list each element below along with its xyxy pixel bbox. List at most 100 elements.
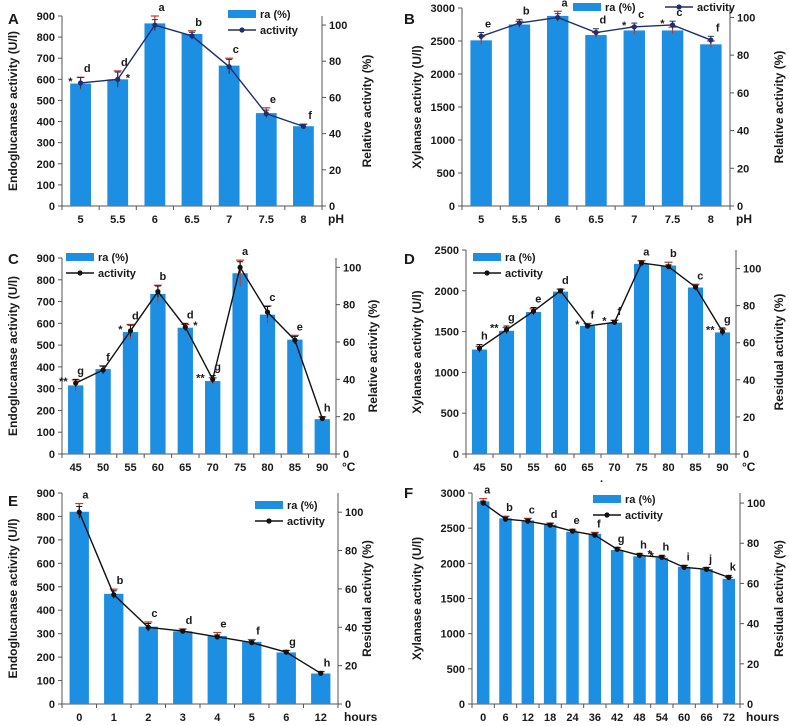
y-right-tick-label: 40 (345, 622, 357, 634)
x-tick-label: 6 (555, 214, 561, 226)
significance-letter: e (535, 293, 541, 305)
x-tick-label: 7 (631, 214, 637, 226)
activity-point (726, 574, 732, 581)
bar (579, 325, 596, 454)
x-tick-label: 5 (478, 214, 484, 226)
bar (173, 631, 193, 704)
activity-line (479, 262, 724, 349)
y-left-tick-label: 1500 (441, 594, 465, 606)
y-right-tick-label: 80 (743, 301, 755, 313)
bar (177, 327, 193, 454)
x-tick-label: 45 (70, 462, 82, 474)
legend-point-swatch (676, 4, 682, 10)
significance-letter: f (591, 309, 595, 321)
legend: ra (%) activity (593, 494, 664, 522)
significance-letter: c (151, 608, 157, 620)
footnote-mark: . (600, 473, 603, 485)
bar (525, 312, 542, 454)
y-left-tick-label: 0 (49, 201, 55, 213)
significance-letter: h (481, 331, 488, 343)
y-axis-title: Endoglucanase activity (U/l) (6, 276, 20, 436)
x-tick-label: 6.5 (588, 214, 603, 226)
activity-point (476, 345, 483, 351)
y-right-tick-label: 0 (343, 449, 349, 461)
y-right-tick-label: 40 (343, 374, 355, 386)
legend-bar-swatch (573, 3, 601, 11)
y-left-tick-label: 500 (447, 664, 465, 676)
x-unit-label: °C (742, 460, 756, 474)
significance-letter: c (233, 44, 239, 56)
panel-letter: E (8, 493, 18, 510)
x-tick-label: 45 (473, 462, 485, 474)
y-right-tick-label: 20 (345, 661, 357, 673)
legend: ra (%) activity (473, 252, 544, 280)
legend-point-swatch (239, 27, 245, 33)
x-unit-label: pH (736, 212, 752, 226)
bar (287, 339, 303, 454)
bar (661, 30, 684, 206)
significance-letter: h (662, 541, 669, 553)
significance-letter: c (529, 504, 535, 516)
significance-letter: e (297, 321, 303, 333)
significance-letter: i (687, 551, 690, 563)
significance-letter: a (643, 247, 650, 259)
activity-point (592, 532, 598, 538)
chart-panel-e: E010020030040050060070080090002040608010… (6, 488, 377, 724)
y-left-tick-label: 2000 (435, 286, 459, 298)
y-right-tick-label: 20 (329, 165, 341, 177)
significance-letter: g (618, 533, 625, 545)
bar (470, 40, 492, 207)
significance-letter: g (289, 636, 296, 648)
chart-panel-a: A 0 100 200 300 400 500 600 700 800 900 0 20 40 60 80 10… (6, 2, 374, 226)
activity-point (115, 76, 121, 82)
legend-label-ra: ra (%) (98, 252, 129, 264)
activity-point (584, 323, 591, 329)
significance-star: * (118, 324, 123, 336)
panel-letter: A (8, 11, 19, 28)
activity-point (226, 64, 232, 70)
significance-star: * (622, 20, 627, 32)
activity-point (703, 566, 710, 572)
bar (700, 568, 713, 704)
y2-axis-title: Residual activity (%) (360, 540, 374, 657)
y-left-tick-label: 400 (37, 605, 55, 617)
activity-point (614, 546, 620, 552)
y-left-tick-label: 600 (37, 74, 55, 86)
activity-point (593, 29, 599, 36)
significance-letter: d (551, 509, 558, 521)
bar (218, 65, 240, 206)
bar (122, 332, 139, 454)
x-tick-label: 6 (152, 214, 158, 226)
bar (566, 531, 579, 704)
significance-star: ** (490, 323, 499, 335)
x-tick-label: 65 (581, 462, 593, 474)
activity-point (611, 319, 618, 325)
chart-panel-c: C 0 100 200 300 400 500 600 700 800 900 0 20 40 60 80 10… (6, 246, 380, 474)
significance-letter: e (270, 94, 276, 106)
y-right-tick-label: 40 (737, 126, 749, 138)
y-left-tick-label: 900 (37, 11, 55, 23)
legend-label-activity: activity (287, 516, 326, 528)
significance-letter: d (599, 15, 606, 27)
activity-point (77, 80, 84, 86)
bar (623, 30, 646, 206)
y-left-tick-label: 200 (37, 405, 55, 417)
legend-bar-swatch (66, 253, 94, 261)
significance-star: ** (196, 372, 205, 384)
x-unit-label: hours (344, 710, 378, 724)
y-right-tick-label: 20 (737, 163, 749, 175)
activity-point (516, 20, 523, 26)
y-right-tick-label: 0 (345, 699, 351, 711)
bar (181, 33, 203, 206)
y-right-tick-label: 40 (329, 129, 341, 141)
y-axis-title: Xylanase activity (U/l) (410, 537, 424, 660)
legend-bar-swatch (473, 253, 501, 261)
y-axis-title: Xylanase activity (U/l) (410, 290, 424, 413)
y-right-tick-label: 80 (747, 538, 759, 550)
x-tick-label: 3 (180, 712, 186, 724)
activity-point (665, 264, 672, 270)
y-left-tick-label: 600 (37, 558, 55, 570)
x-tick-label: 48 (633, 712, 645, 724)
significance-star: * (648, 548, 653, 560)
y-right-tick-label: 100 (329, 20, 347, 32)
